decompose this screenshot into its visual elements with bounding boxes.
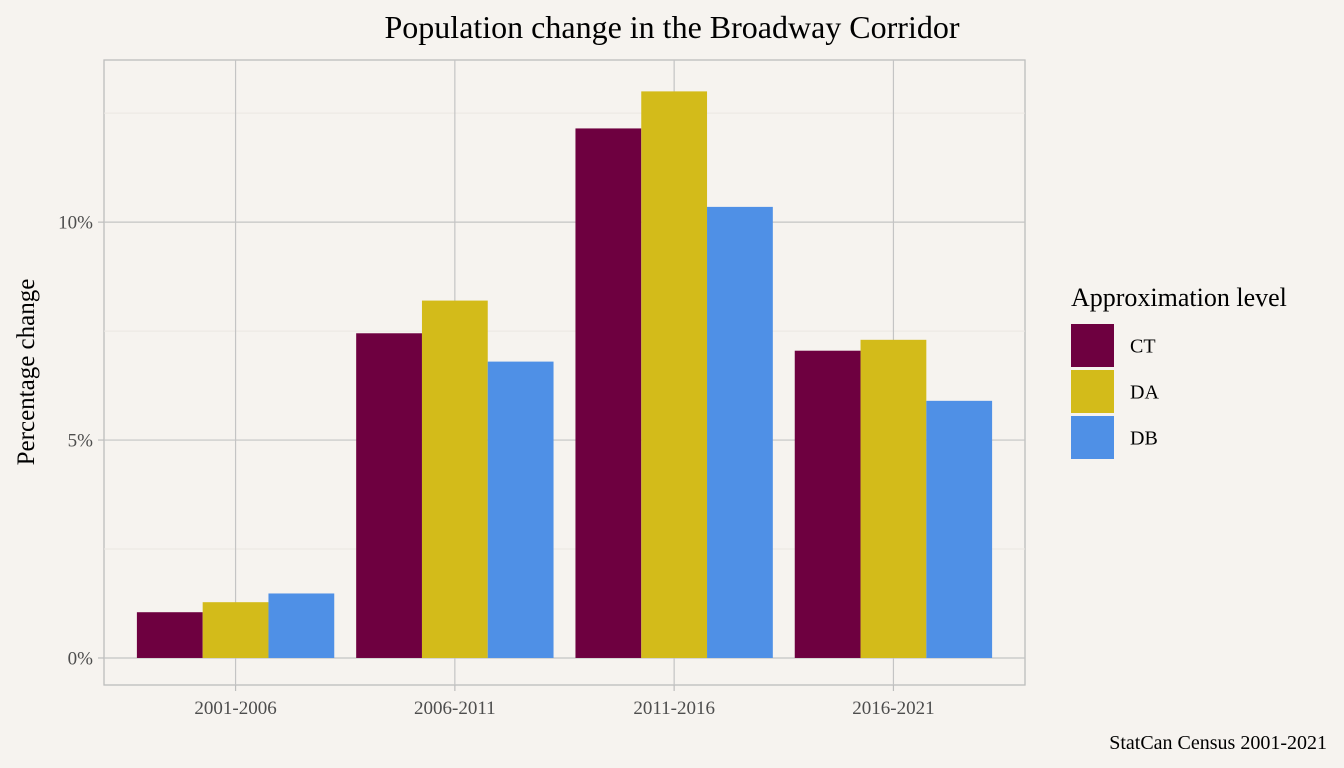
y-axis-title: Percentage change	[13, 279, 40, 466]
legend-items: CT DA DB	[1071, 324, 1159, 459]
y-axis: 0% 5% 10%	[58, 213, 104, 669]
legend-key-db	[1071, 416, 1114, 459]
bar-ct-2016-2021	[794, 350, 861, 658]
legend-label-da: DA	[1130, 382, 1159, 404]
bar-da-2016-2021	[860, 339, 927, 658]
bar-ct-2006-2011	[356, 333, 422, 658]
x-tick-label: 2016-2021	[852, 698, 934, 719]
legend-label-db: DB	[1130, 428, 1158, 450]
bar-da-2011-2016	[641, 91, 708, 658]
bar-ct-2011-2016	[575, 128, 642, 658]
legend: Approximation level CT DA DB	[1071, 283, 1287, 459]
plot-panel	[103, 59, 1026, 686]
legend-label-ct: CT	[1130, 336, 1156, 358]
legend-title: Approximation level	[1071, 283, 1287, 312]
bar-db-2001-2006	[268, 593, 335, 658]
y-tick-label: 10%	[58, 213, 93, 234]
chart-caption: StatCan Census 2001-2021	[1109, 732, 1327, 754]
y-tick-label: 0%	[68, 648, 94, 669]
bar-da-2006-2011	[421, 300, 488, 658]
chart-title: Population change in the Broadway Corrid…	[385, 9, 960, 45]
legend-key-da	[1071, 370, 1114, 413]
bar-da-2001-2006	[202, 602, 269, 658]
bar-ct-2001-2006	[136, 612, 203, 658]
y-tick-label: 5%	[68, 431, 94, 452]
legend-key-ct	[1071, 324, 1114, 367]
x-axis: 2001-2006 2006-2011 2011-2016 2016-2021	[194, 685, 935, 719]
bar-db-2011-2016	[707, 206, 773, 658]
bar-db-2016-2021	[926, 400, 993, 658]
x-tick-label: 2006-2011	[414, 698, 496, 719]
x-tick-label: 2001-2006	[194, 698, 276, 719]
x-tick-label: 2011-2016	[633, 698, 715, 719]
bars-group	[136, 91, 993, 658]
bar-db-2006-2011	[487, 361, 554, 658]
